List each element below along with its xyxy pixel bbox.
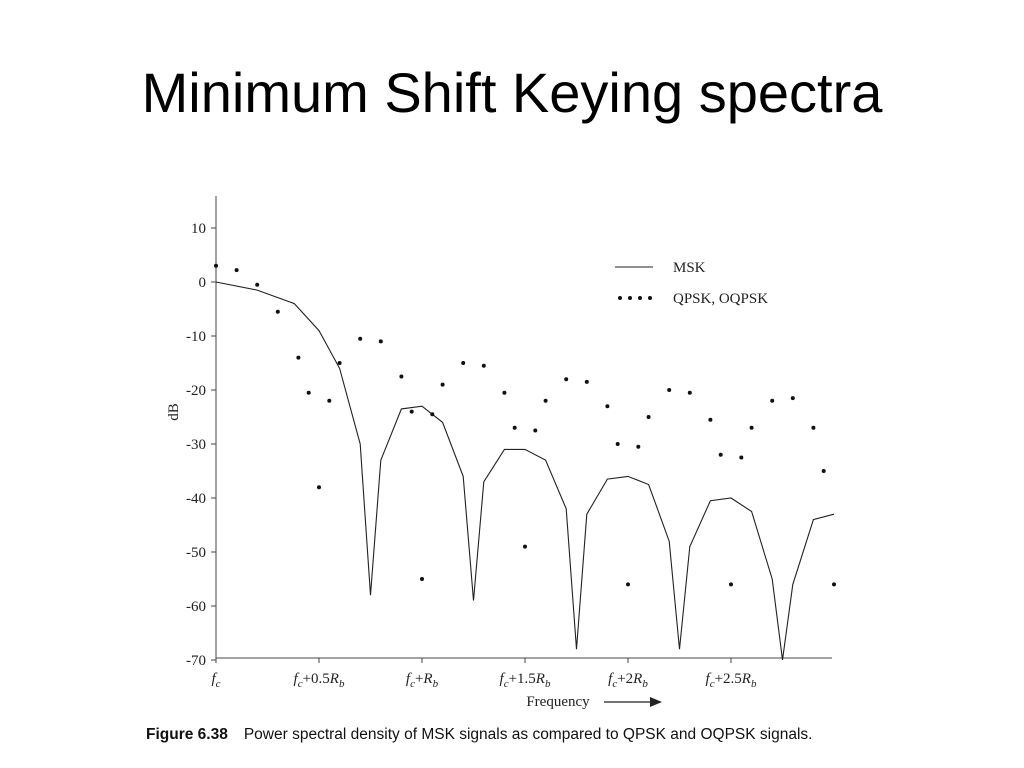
x-tick-label: fc+1.5Rb (500, 671, 551, 690)
series-point-qpsk (564, 377, 569, 382)
series-point-qpsk (214, 263, 218, 268)
y-tick-label: -50 (186, 545, 206, 561)
series-point-qpsk (533, 428, 538, 433)
series-point-qpsk (337, 361, 342, 365)
series-point-qpsk (440, 382, 445, 387)
figure-number: Figure 6.38 (146, 726, 228, 743)
series-point-qpsk (399, 374, 404, 379)
y-tick-label: 0 (199, 275, 207, 291)
y-tick-label: -70 (186, 653, 206, 669)
y-tick-label: -10 (186, 329, 206, 345)
series-point-qpsk (461, 361, 466, 365)
legend-label-qpsk: QPSK, OQPSK (673, 291, 768, 307)
series-line-msk (215, 281, 835, 661)
x-axis-arrowhead (650, 697, 662, 707)
series-point-qpsk (420, 577, 424, 581)
x-tick-label: fc+2.5Rb (706, 671, 757, 690)
series-point-qpsk (718, 452, 723, 457)
series-point-qpsk (626, 582, 630, 587)
y-axis-title: dB (166, 403, 182, 421)
series-point-qpsk (729, 582, 733, 587)
y-tick-label: -20 (186, 383, 206, 399)
x-tick-label: fc+2Rb (608, 671, 648, 690)
series-point-qpsk (512, 425, 517, 430)
series-point-qpsk (749, 425, 754, 430)
series-point-qpsk (667, 388, 672, 392)
series-point-qpsk (790, 396, 795, 401)
series-point-qpsk (615, 442, 620, 446)
slide-title: Minimum Shift Keying spectra (141, 61, 883, 124)
series-point-qpsk (317, 485, 321, 490)
series-point-qpsk (306, 390, 311, 395)
series-point-qpsk (770, 398, 775, 403)
series-point-qpsk (523, 544, 527, 549)
series-point-qpsk (327, 398, 332, 403)
series-point-qpsk (275, 309, 280, 314)
legend-swatch-qpsk-dot (628, 296, 632, 300)
series-point-qpsk (481, 363, 486, 368)
series-point-qpsk (646, 415, 651, 419)
series-point-qpsk (605, 404, 610, 409)
legend-label-msk: MSK (673, 260, 706, 276)
y-tick-label: -60 (186, 599, 206, 615)
series-point-qpsk (543, 398, 548, 403)
series-point-qpsk (708, 417, 713, 422)
x-tick-label: fc (211, 671, 220, 690)
series-point-qpsk (378, 339, 383, 344)
x-axis-title: Frequency (526, 694, 590, 710)
x-tick-label: fc+0.5Rb (294, 671, 345, 690)
legend-swatch-qpsk-dot (648, 296, 652, 300)
y-tick-label: -30 (186, 437, 206, 453)
series-point-qpsk (234, 268, 239, 273)
series-point-qpsk (430, 412, 435, 417)
series-point-qpsk (832, 582, 836, 587)
series-point-qpsk (687, 390, 692, 395)
figure-caption-text: Power spectral density of MSK signals as… (243, 726, 813, 743)
legend-swatch-qpsk-dot (618, 296, 622, 300)
series-point-qpsk (296, 355, 301, 360)
y-tick-label: 10 (191, 221, 206, 237)
series-point-qpsk (502, 390, 507, 395)
series-point-qpsk (358, 336, 363, 341)
series-point-qpsk (584, 379, 589, 384)
x-tick-label: fc+Rb (406, 671, 439, 690)
y-tick-label: -40 (186, 491, 206, 507)
figure-caption: Figure 6.38 Power spectral density of MSK… (146, 726, 812, 744)
series-point-qpsk (821, 469, 826, 473)
series-point-qpsk (739, 455, 744, 460)
legend-swatch-qpsk-dot (638, 296, 642, 300)
series-point-qpsk (636, 444, 641, 449)
series-point-qpsk (409, 409, 414, 414)
series-point-qpsk (255, 282, 260, 287)
series-point-qpsk (811, 425, 816, 430)
